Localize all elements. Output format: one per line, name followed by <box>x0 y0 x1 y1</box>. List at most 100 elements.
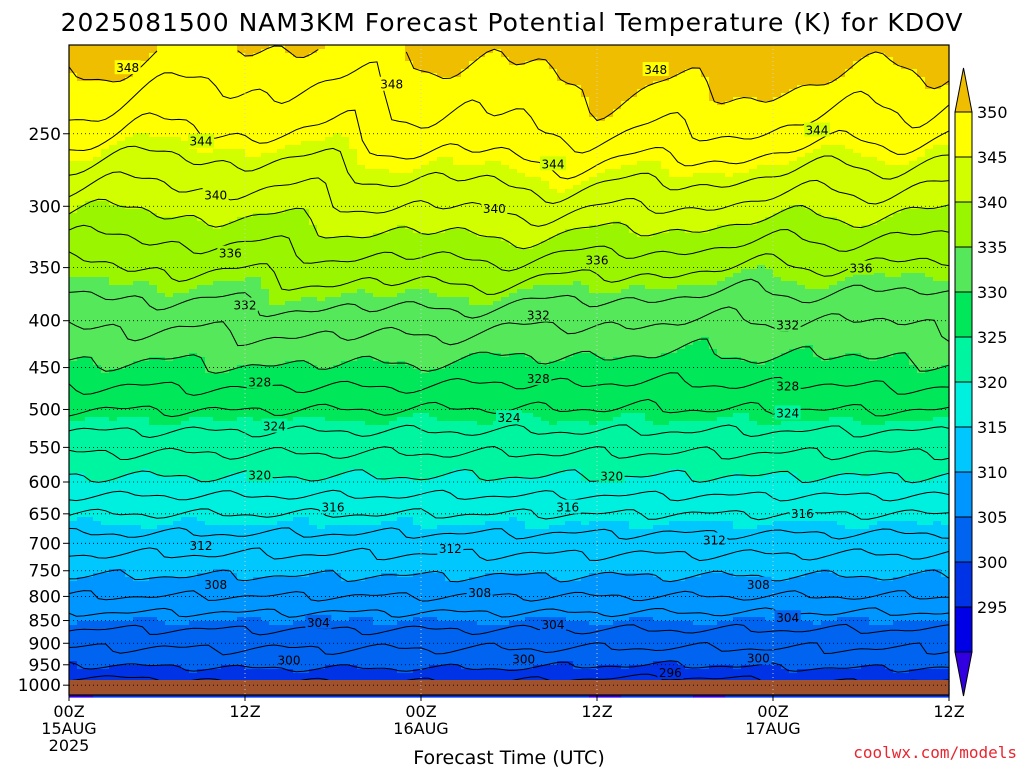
contour-label-bg <box>745 650 772 665</box>
theta-fill-cell <box>557 661 574 666</box>
theta-fill-cell <box>69 493 950 498</box>
theta-fill-cell <box>69 449 950 454</box>
theta-fill-cell <box>581 469 670 474</box>
theta-fill-cell <box>341 133 950 138</box>
theta-fill-cell <box>437 73 462 78</box>
theta-fill-cell <box>309 669 398 674</box>
theta-fill-cell <box>341 573 382 578</box>
theta-fill-cell <box>669 77 710 82</box>
theta-fill-cell <box>709 337 950 342</box>
theta-fill-cell <box>317 297 326 302</box>
theta-fill-cell <box>821 145 846 150</box>
theta-fill-cell <box>69 273 734 278</box>
theta-fill-cell <box>549 573 590 578</box>
theta-fill-cell <box>677 661 950 666</box>
theta-fill-cell <box>533 245 950 250</box>
theta-fill-cell <box>149 53 246 58</box>
theta-fill-cell <box>909 669 950 674</box>
theta-fill-cell <box>917 69 950 74</box>
theta-fill-cell <box>261 49 286 54</box>
contour-322 <box>68 445 950 461</box>
theta-fill-cell <box>69 201 86 206</box>
theta-fill-cell <box>837 473 862 478</box>
theta-fill-cell <box>789 161 886 166</box>
theta-fill-cell <box>541 417 614 422</box>
contour-label-bg <box>774 405 801 420</box>
theta-fill-cell <box>261 617 310 622</box>
theta-fill-cell <box>69 629 950 634</box>
theta-fill-cell <box>77 661 558 666</box>
theta-fill-cell <box>525 617 550 622</box>
theta-fill-cell <box>477 473 550 478</box>
theta-fill-cell <box>413 229 446 234</box>
contour-label: 308 <box>747 578 770 592</box>
theta-fill-cell <box>69 297 270 302</box>
theta-fill-cell <box>581 181 950 186</box>
theta-fill-cell <box>653 573 702 578</box>
theta-fill-cell <box>229 369 422 374</box>
theta-fill-cell <box>349 137 950 142</box>
theta-fill-cell <box>453 469 470 474</box>
contour-label: 348 <box>116 61 139 75</box>
y-tick-label: 600 <box>29 473 61 493</box>
theta-fill-cell <box>941 521 950 526</box>
theta-fill-cell <box>69 49 158 54</box>
theta-fill-cell <box>197 217 238 222</box>
theta-fill-cell <box>189 289 270 294</box>
theta-fill-cell <box>69 257 950 262</box>
colorbar-segment <box>954 606 973 653</box>
theta-fill-cell <box>333 133 342 138</box>
theta-fill-cell <box>661 353 718 358</box>
theta-fill-cell <box>261 277 726 282</box>
theta-fill-cell <box>261 153 358 158</box>
theta-fill-cell <box>469 469 566 474</box>
theta-fill-cell <box>589 177 950 182</box>
contour-label: 324 <box>498 411 521 425</box>
theta-fill-cell <box>813 349 950 354</box>
colorbar-segment <box>954 156 973 203</box>
theta-fill-cell <box>525 173 598 178</box>
theta-fill-cell <box>69 153 102 158</box>
theta-fill-cell <box>381 521 414 526</box>
theta-fill-cell <box>613 621 694 626</box>
theta-fill-cell <box>69 577 78 582</box>
theta-fill-cell <box>357 149 814 154</box>
contour-label-bg <box>188 538 214 553</box>
theta-fill-cell <box>93 517 182 522</box>
contour-label: 304 <box>542 618 565 632</box>
colorbar-top-arrow <box>954 67 973 113</box>
theta-fill-cell <box>893 61 950 66</box>
theta-fill-cell <box>69 61 142 66</box>
theta-fill-cell <box>733 617 766 622</box>
theta-fill-cell <box>413 521 486 526</box>
theta-fill-cell <box>853 417 934 422</box>
colorbar-tick-label: 345 <box>977 148 1008 167</box>
credit-text: coolwx.com/models <box>853 743 1017 762</box>
theta-fill-cell <box>877 221 950 226</box>
colorbar-segment <box>954 111 973 158</box>
theta-fill-cell <box>69 485 950 490</box>
theta-fill-cell <box>141 525 158 530</box>
theta-fill-cell <box>821 477 902 482</box>
contour-label: 340 <box>204 189 227 203</box>
theta-fill-cell <box>69 281 110 286</box>
theta-fill-cell <box>69 345 686 350</box>
theta-fill-cell <box>365 469 454 474</box>
theta-fill-cell <box>597 421 654 426</box>
contour-label: 344 <box>806 124 829 138</box>
theta-fill-cell <box>589 113 614 118</box>
theta-fill-cell <box>581 89 638 94</box>
theta-fill-cell <box>605 477 694 482</box>
theta-fill-cell <box>413 617 438 622</box>
theta-fill-cell <box>925 273 950 278</box>
y-tick-label: 850 <box>29 612 61 632</box>
theta-fill-cell <box>77 665 110 670</box>
theta-fill-cell <box>925 369 950 374</box>
theta-fill-cell <box>77 73 134 78</box>
theta-fill-cell <box>69 145 110 150</box>
theta-fill-cell <box>69 565 950 570</box>
theta-fill-cell <box>69 617 134 622</box>
theta-fill-cell <box>869 617 950 622</box>
theta-fill-cell <box>325 297 470 302</box>
theta-fill-cell <box>717 477 798 482</box>
